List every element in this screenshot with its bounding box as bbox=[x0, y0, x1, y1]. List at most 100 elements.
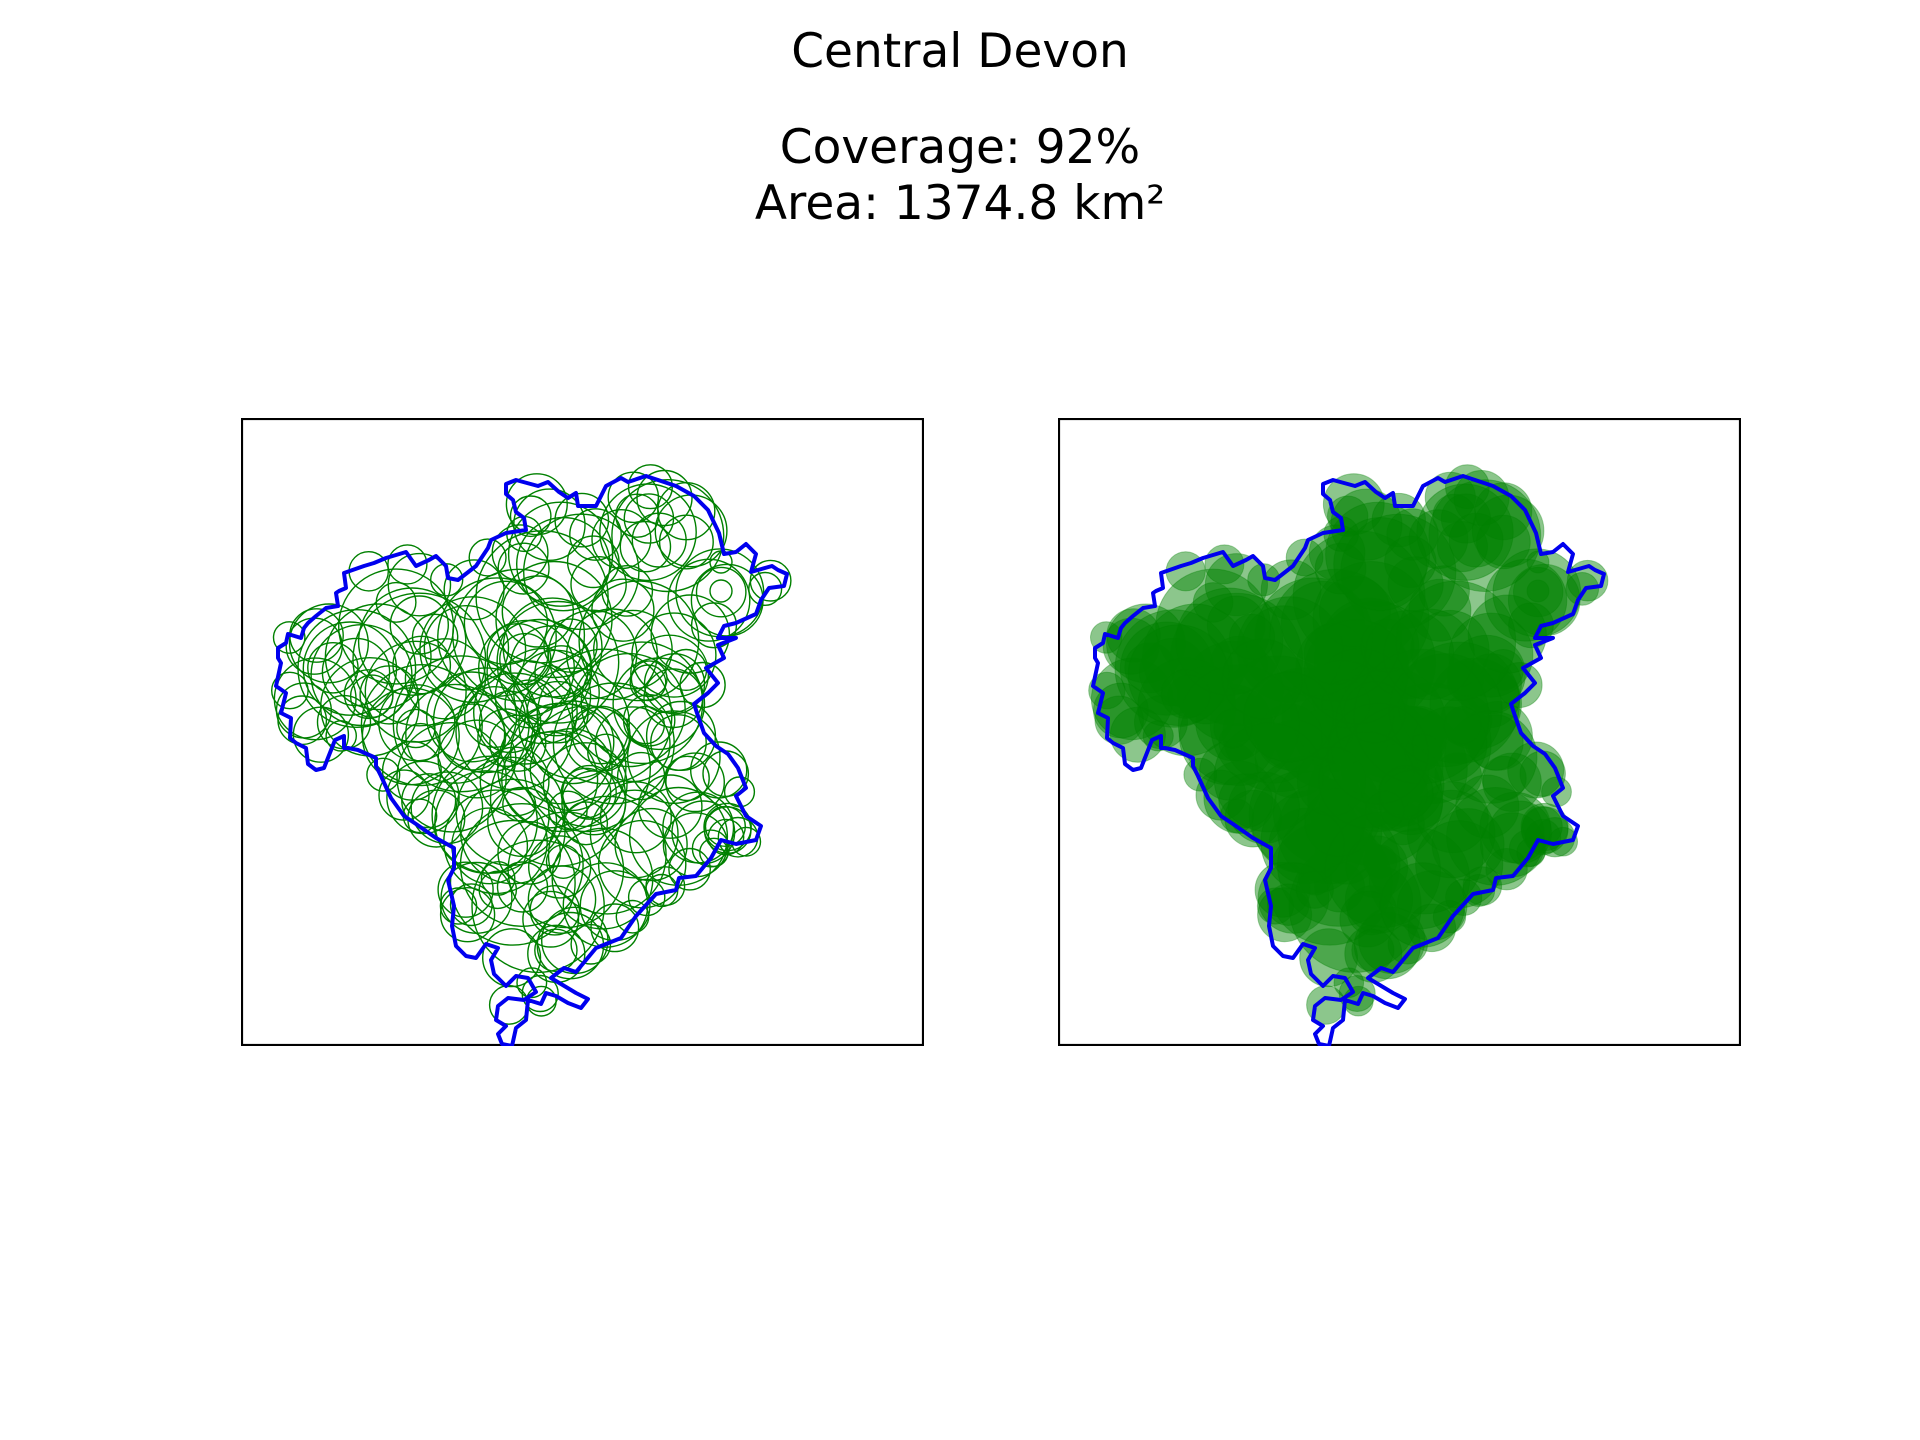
coverage-circle bbox=[497, 542, 550, 595]
coverage-circle bbox=[1325, 501, 1431, 607]
coverage-circle bbox=[1297, 861, 1333, 896]
coverage-circle bbox=[1167, 674, 1211, 718]
coverage-circle bbox=[1314, 861, 1365, 913]
coverage-circle bbox=[691, 829, 730, 868]
coverage-circle bbox=[542, 742, 628, 828]
coverage-circle bbox=[630, 660, 668, 698]
coverage-circle bbox=[658, 514, 714, 570]
coverage-circle bbox=[1175, 587, 1284, 696]
coverage-circle bbox=[1213, 708, 1253, 749]
coverage-circle bbox=[302, 621, 398, 716]
coverage-circle bbox=[396, 708, 436, 749]
coverage-circle bbox=[472, 659, 578, 765]
coverage-circle bbox=[1408, 509, 1469, 569]
coverage-circle bbox=[1314, 542, 1367, 595]
coverage-circles bbox=[271, 464, 792, 1025]
coverage-circle bbox=[1340, 513, 1457, 630]
coverage-circle bbox=[1408, 578, 1472, 642]
coverage-circle bbox=[1344, 865, 1414, 934]
coverage-circle bbox=[1326, 625, 1410, 708]
coverage-circle bbox=[1488, 800, 1553, 865]
coverage-circle bbox=[1444, 710, 1538, 804]
coverage-circle bbox=[1119, 621, 1214, 716]
coverage-circle bbox=[1327, 702, 1429, 805]
coverage-circle bbox=[1280, 580, 1365, 665]
coverage-circle bbox=[1379, 862, 1466, 948]
coverage-circle bbox=[1347, 700, 1432, 785]
coverage-circle bbox=[509, 702, 612, 805]
coverage-circle bbox=[1169, 592, 1304, 727]
coverage-circle bbox=[1318, 575, 1391, 648]
coverage-circle bbox=[1351, 645, 1406, 699]
coverage-circle bbox=[499, 632, 552, 686]
coverage-circle bbox=[536, 648, 673, 785]
coverage-circle bbox=[324, 603, 432, 711]
coverage-circle bbox=[665, 752, 725, 813]
coverage-circle bbox=[439, 703, 507, 771]
coverage-circle bbox=[1387, 556, 1444, 613]
coverage-circle bbox=[1155, 568, 1272, 685]
coverage-circle bbox=[1474, 482, 1533, 541]
coverage-circle bbox=[645, 866, 686, 907]
coverage-circle bbox=[1434, 752, 1483, 801]
coverage-circle bbox=[1416, 483, 1514, 581]
coverage-circle bbox=[547, 790, 588, 831]
coverage-circle bbox=[1281, 686, 1343, 748]
coverage-circle bbox=[1160, 669, 1211, 719]
coverage-circle bbox=[366, 757, 401, 792]
coverage-circle bbox=[1321, 679, 1371, 729]
coverage-circle bbox=[1288, 839, 1422, 973]
coverage-circle bbox=[1388, 653, 1503, 768]
figure-title: Central Devon bbox=[791, 24, 1129, 79]
coverage-circle bbox=[690, 741, 748, 799]
coverage-circle bbox=[1327, 495, 1369, 537]
coverage-circle bbox=[501, 575, 574, 648]
coverage-circle bbox=[626, 705, 666, 745]
coverage-circle bbox=[1250, 667, 1356, 774]
coverage-circle bbox=[1276, 803, 1401, 927]
coverage-circle bbox=[522, 890, 580, 948]
coverage-circle bbox=[429, 563, 464, 597]
coverage-circle bbox=[563, 801, 609, 846]
coverage-circle bbox=[1195, 769, 1247, 821]
coverage-circle bbox=[1411, 706, 1488, 783]
coverage-circle bbox=[1455, 774, 1520, 839]
coverage-circle bbox=[1369, 682, 1492, 805]
coverage-circle bbox=[1418, 565, 1470, 617]
coverage-circle bbox=[437, 719, 517, 799]
coverage-circle bbox=[478, 870, 518, 910]
coverage-circle bbox=[589, 789, 679, 879]
coverage-circle bbox=[1272, 756, 1382, 866]
coverage-circle bbox=[501, 731, 599, 829]
coverage-circle bbox=[1192, 582, 1234, 623]
coverage-circle bbox=[622, 693, 676, 747]
coverage-circle bbox=[1324, 811, 1441, 928]
coverage-circle bbox=[668, 847, 711, 891]
coverage-circle bbox=[570, 555, 627, 613]
coverage-circle bbox=[1513, 566, 1564, 618]
coverage-circle bbox=[749, 559, 792, 602]
coverage-circle bbox=[1256, 703, 1324, 771]
coverage-circle bbox=[1318, 731, 1416, 829]
coverage-circle bbox=[1294, 708, 1353, 767]
coverage-circle bbox=[1303, 619, 1409, 725]
coverage-circle bbox=[1424, 471, 1476, 523]
coverage-circle bbox=[1368, 827, 1471, 930]
coverage-circle bbox=[439, 887, 496, 943]
coverage-circle bbox=[1445, 464, 1490, 510]
coverage-circle bbox=[387, 544, 428, 585]
coverage-circle bbox=[590, 903, 640, 953]
coverage-circle bbox=[1312, 561, 1430, 678]
coverage-circle bbox=[1319, 787, 1354, 822]
coverage-circle bbox=[1311, 647, 1409, 745]
coverage-circle bbox=[1299, 928, 1359, 988]
coverage-circle bbox=[667, 558, 751, 642]
coverage-circle bbox=[1526, 550, 1550, 574]
coverage-circle bbox=[297, 608, 417, 728]
coverage-circle bbox=[1447, 660, 1485, 698]
coverage-circle bbox=[619, 520, 672, 573]
coverage-circle bbox=[1389, 705, 1448, 765]
coverage-circle bbox=[1314, 702, 1444, 832]
coverage-circle bbox=[1363, 844, 1398, 879]
coverage-circle bbox=[1397, 641, 1521, 764]
